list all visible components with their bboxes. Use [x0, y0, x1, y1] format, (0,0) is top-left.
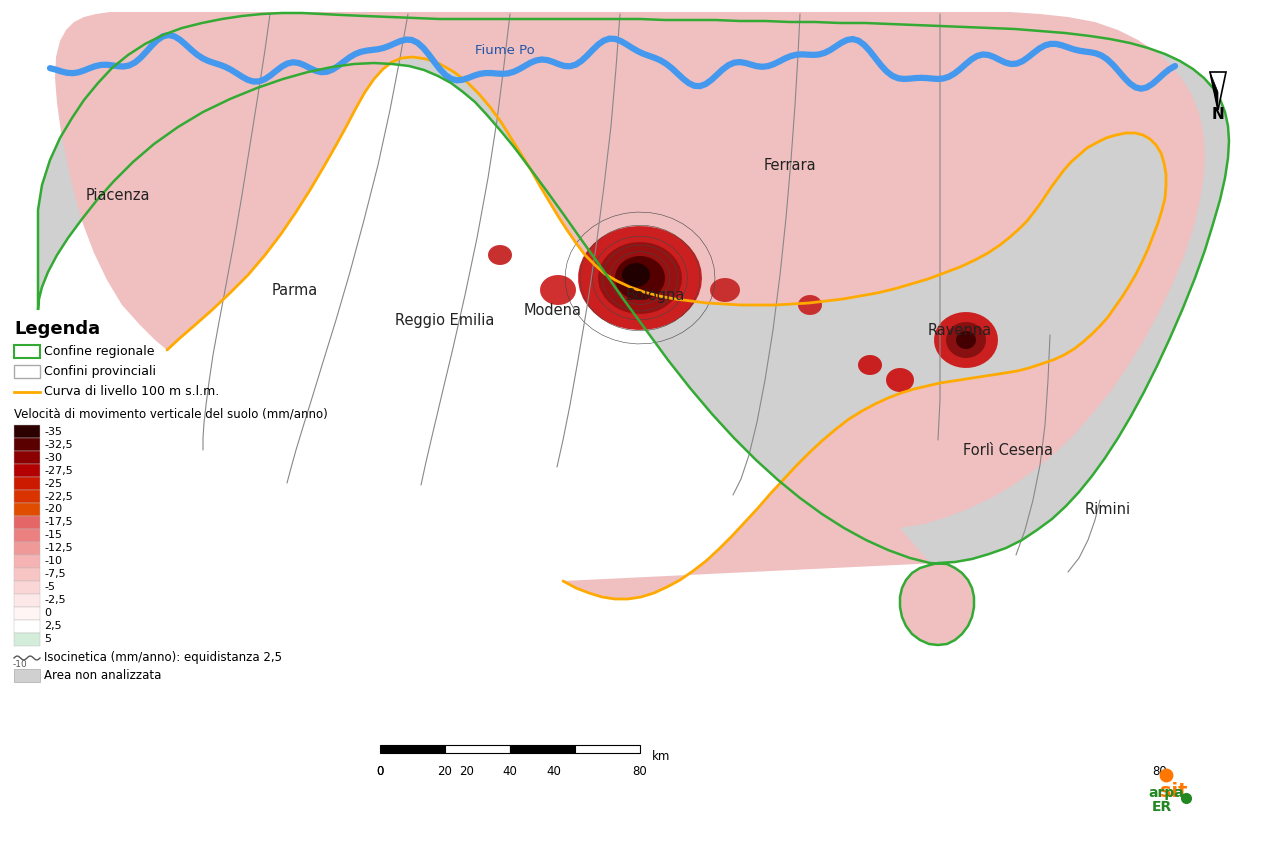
- Text: km: km: [652, 751, 671, 763]
- Polygon shape: [598, 242, 682, 314]
- Text: 80: 80: [633, 765, 648, 778]
- Polygon shape: [615, 256, 664, 300]
- Text: Bologna: Bologna: [625, 287, 685, 303]
- Polygon shape: [600, 282, 620, 298]
- Polygon shape: [656, 285, 680, 305]
- Text: -15: -15: [44, 530, 62, 541]
- Text: -7,5: -7,5: [44, 570, 66, 580]
- Bar: [14, 607, 41, 620]
- Bar: [14, 516, 41, 529]
- Text: -35: -35: [44, 427, 62, 437]
- Polygon shape: [1210, 72, 1219, 110]
- Text: arpa: arpa: [1148, 786, 1184, 800]
- Text: 0: 0: [44, 609, 51, 619]
- Polygon shape: [38, 13, 1229, 645]
- Bar: [14, 477, 41, 490]
- Text: Curva di livello 100 m s.l.m.: Curva di livello 100 m s.l.m.: [44, 385, 219, 398]
- Bar: [14, 464, 41, 477]
- Bar: [14, 365, 41, 378]
- Polygon shape: [1210, 72, 1226, 110]
- Text: -30: -30: [44, 452, 62, 462]
- Bar: [510, 745, 574, 753]
- Text: Forlì Cesena: Forlì Cesena: [962, 443, 1052, 457]
- Polygon shape: [38, 13, 1229, 645]
- Text: sit: sit: [1160, 782, 1188, 801]
- Text: Piacenza: Piacenza: [86, 188, 150, 202]
- Bar: [14, 425, 41, 438]
- Text: 5: 5: [44, 634, 51, 644]
- Text: Area non analizzata: Area non analizzata: [44, 669, 161, 682]
- Bar: [14, 620, 41, 633]
- Text: -5: -5: [44, 582, 55, 592]
- Bar: [14, 555, 41, 568]
- Text: Ravenna: Ravenna: [928, 322, 992, 337]
- Polygon shape: [886, 368, 914, 392]
- Bar: [14, 542, 41, 555]
- Text: -12,5: -12,5: [44, 543, 72, 553]
- Polygon shape: [488, 245, 512, 265]
- Bar: [14, 345, 41, 358]
- Text: 2,5: 2,5: [44, 621, 62, 632]
- Bar: [14, 581, 41, 594]
- Text: 20: 20: [459, 765, 474, 778]
- Polygon shape: [956, 331, 976, 349]
- Bar: [14, 669, 41, 682]
- Text: -32,5: -32,5: [44, 439, 72, 450]
- Bar: [445, 745, 510, 753]
- Text: Parma: Parma: [271, 282, 318, 297]
- Text: -25: -25: [44, 479, 62, 489]
- Text: Fiume Po: Fiume Po: [476, 43, 535, 56]
- Bar: [14, 633, 41, 646]
- Text: 20: 20: [437, 765, 453, 778]
- Text: Isocinetica (mm/anno): equidistanza 2,5: Isocinetica (mm/anno): equidistanza 2,5: [44, 651, 281, 665]
- Bar: [14, 503, 41, 516]
- Bar: [14, 529, 41, 542]
- Text: -2,5: -2,5: [44, 596, 66, 605]
- Text: Rimini: Rimini: [1085, 502, 1131, 518]
- Text: 80: 80: [1153, 765, 1168, 778]
- Text: -22,5: -22,5: [44, 491, 72, 501]
- Polygon shape: [55, 12, 1205, 645]
- Text: Confine regionale: Confine regionale: [44, 345, 155, 358]
- Polygon shape: [935, 312, 998, 368]
- Text: Reggio Emilia: Reggio Emilia: [396, 313, 495, 327]
- Text: -10: -10: [13, 660, 28, 669]
- Polygon shape: [623, 263, 650, 287]
- Text: Modena: Modena: [524, 303, 582, 318]
- Polygon shape: [540, 275, 576, 305]
- Text: -27,5: -27,5: [44, 466, 72, 475]
- Text: 40: 40: [547, 765, 560, 778]
- Text: -17,5: -17,5: [44, 518, 72, 528]
- Bar: [380, 745, 445, 753]
- Polygon shape: [38, 13, 1229, 645]
- Text: 0: 0: [377, 765, 384, 778]
- Bar: [14, 438, 41, 451]
- Polygon shape: [946, 322, 987, 358]
- Text: Ferrara: Ferrara: [763, 157, 817, 173]
- Text: Legenda: Legenda: [14, 320, 100, 338]
- Text: -20: -20: [44, 505, 62, 514]
- Bar: [574, 745, 640, 753]
- Bar: [14, 594, 41, 607]
- Polygon shape: [578, 226, 702, 330]
- Text: ER: ER: [1153, 800, 1172, 814]
- Text: 0: 0: [377, 765, 384, 778]
- Text: Velocità di movimento verticale del suolo (mm/anno): Velocità di movimento verticale del suol…: [14, 407, 327, 420]
- Polygon shape: [798, 295, 822, 315]
- Text: Confini provinciali: Confini provinciali: [44, 365, 156, 378]
- Polygon shape: [710, 278, 741, 302]
- Polygon shape: [858, 355, 883, 375]
- Text: -10: -10: [44, 557, 62, 566]
- Bar: [14, 451, 41, 464]
- Text: N: N: [1212, 107, 1225, 122]
- Bar: [14, 490, 41, 503]
- Text: 40: 40: [502, 765, 517, 778]
- Bar: [14, 568, 41, 581]
